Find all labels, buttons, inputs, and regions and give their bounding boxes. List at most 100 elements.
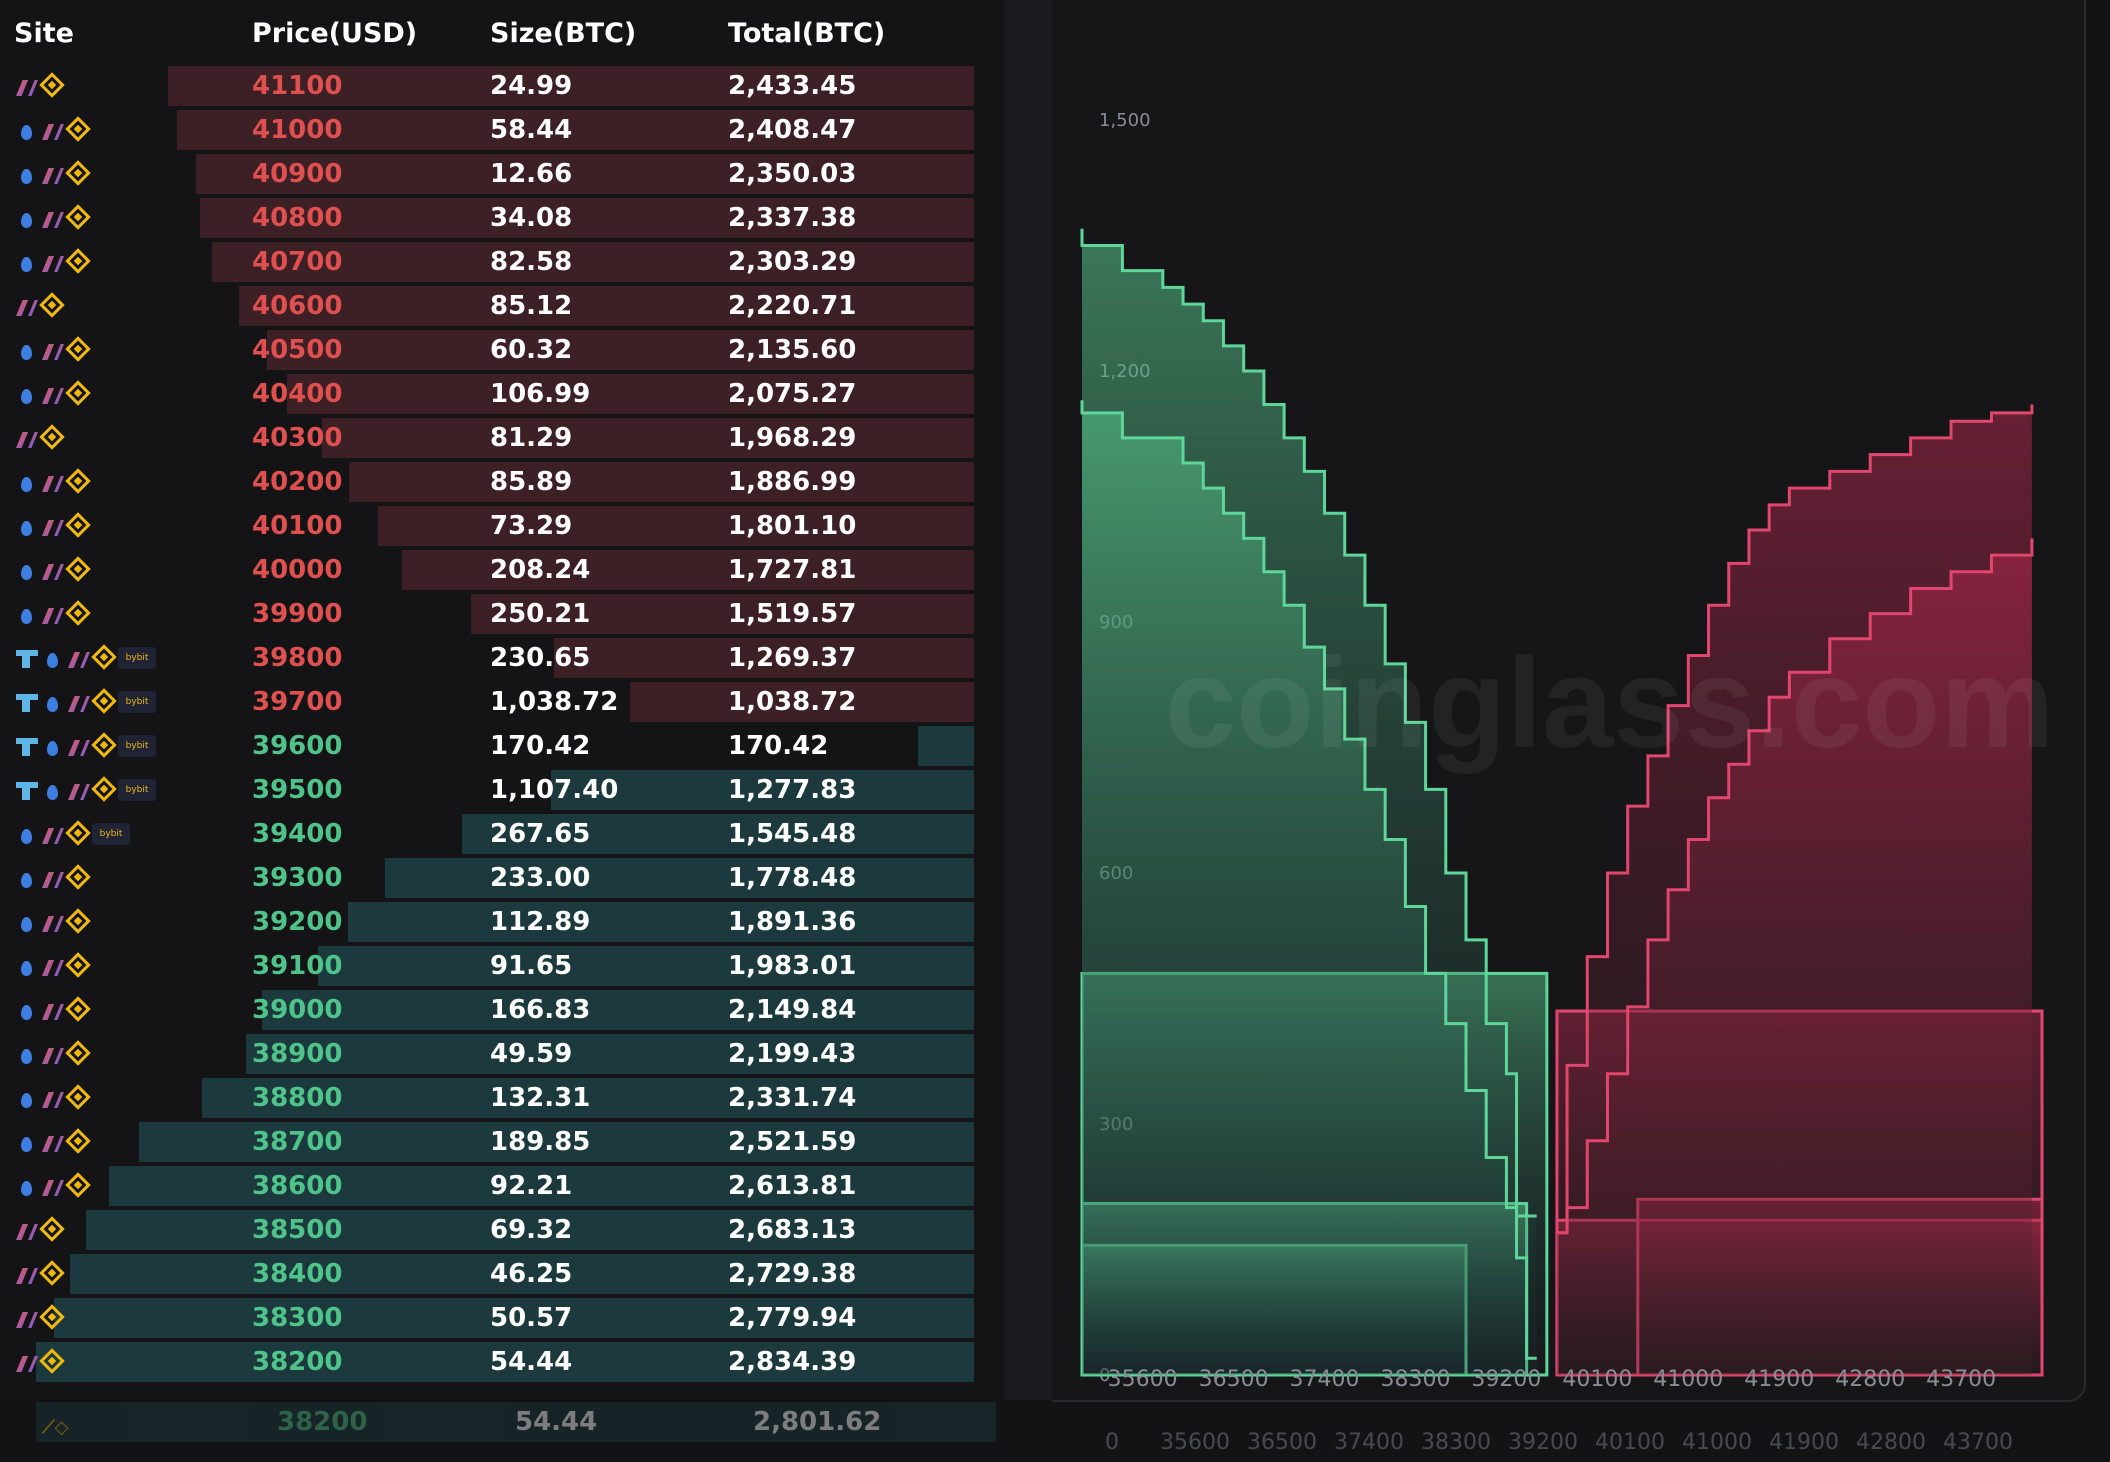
ghost-x-tick: 35600 — [1160, 1430, 1230, 1455]
header-price[interactable]: Price(USD) — [252, 18, 418, 49]
orderbook-row[interactable]: 41000 58.44 2,408.47 — [14, 110, 974, 150]
bid-depth-area — [1082, 400, 1537, 1375]
orderbook-row[interactable]: 38900 49.59 2,199.43 — [14, 1034, 974, 1074]
slash-exchange-icon — [40, 160, 64, 188]
x-tick-label: 43700 — [1926, 1367, 1996, 1392]
depth-chart[interactable]: 03006009001,2001,50035600365003740038300… — [1052, 0, 2084, 1400]
size-cell: 85.12 — [490, 291, 573, 321]
orderbook-row[interactable]: 39200 112.89 1,891.36 — [14, 902, 974, 942]
orderbook-row[interactable]: 40900 12.66 2,350.03 — [14, 154, 974, 194]
orderbook-row[interactable]: 39900 250.21 1,519.57 — [14, 594, 974, 634]
orderbook-row[interactable]: bybit 39500 1,107.40 1,277.83 — [14, 770, 974, 810]
header-site[interactable]: Site — [14, 18, 74, 49]
exchange-icons — [14, 468, 92, 496]
size-cell: 50.57 — [490, 1303, 573, 1333]
orderbook-row[interactable]: 40400 106.99 2,075.27 — [14, 374, 974, 414]
orderbook-row[interactable]: 40600 85.12 2,220.71 — [14, 286, 974, 326]
price-cell: 38600 — [252, 1171, 343, 1201]
total-cell: 1,519.57 — [728, 599, 857, 629]
orderbook-row[interactable]: 40500 60.32 2,135.60 — [14, 330, 974, 370]
slash-exchange-icon — [66, 688, 90, 716]
price-cell: 39300 — [252, 863, 343, 893]
drop-exchange-icon — [14, 1128, 38, 1156]
drop-exchange-icon — [14, 820, 38, 848]
orderbook-row[interactable]: 40700 82.58 2,303.29 — [14, 242, 974, 282]
orderbook-row[interactable]: 41100 24.99 2,433.45 — [14, 66, 974, 106]
slash-exchange-icon — [40, 1084, 64, 1112]
orderbook-row[interactable]: 38200 54.44 2,834.39 — [14, 1342, 974, 1382]
exchange-icons: bybit — [14, 644, 158, 672]
header-total[interactable]: Total(BTC) — [728, 18, 886, 49]
total-cell: 2,199.43 — [728, 1039, 857, 1069]
size-cell: 81.29 — [490, 423, 573, 453]
footer-total: 2,801.62 — [753, 1407, 882, 1437]
orderbook-row[interactable]: 39100 91.65 1,983.01 — [14, 946, 974, 986]
orderbook-row[interactable]: 38400 46.25 2,729.38 — [14, 1254, 974, 1294]
exchange-icons — [14, 1304, 66, 1332]
ask-depth-bar — [196, 154, 974, 194]
bid-depth-bar — [385, 858, 974, 898]
price-cell: 39000 — [252, 995, 343, 1025]
ghost-x-tick: 39200 — [1508, 1430, 1578, 1455]
bid-depth-bar — [918, 726, 974, 766]
orderbook-row[interactable]: bybit 39700 1,038.72 1,038.72 — [14, 682, 974, 722]
orderbook-row[interactable]: 40000 208.24 1,727.81 — [14, 550, 974, 590]
total-cell: 1,545.48 — [728, 819, 857, 849]
exchange-icons — [14, 336, 92, 364]
tf-exchange-icon — [14, 644, 38, 672]
orderbook-row[interactable]: 40300 81.29 1,968.29 — [14, 418, 974, 458]
footer-depth-bar — [36, 1402, 996, 1442]
size-cell: 250.21 — [490, 599, 591, 629]
drop-exchange-icon — [14, 336, 38, 364]
total-cell: 2,408.47 — [728, 115, 857, 145]
exchange-icons — [14, 864, 92, 892]
orderbook-row[interactable]: 38700 189.85 2,521.59 — [14, 1122, 974, 1162]
order-book-footer-row: ⟋◇ 38200 54.44 2,801.62 — [0, 1402, 1000, 1442]
price-cell: 41100 — [252, 71, 343, 101]
size-cell: 170.42 — [490, 731, 591, 761]
drop-exchange-icon — [14, 908, 38, 936]
exchange-icons — [14, 1040, 92, 1068]
drop-exchange-icon — [40, 644, 64, 672]
orderbook-row[interactable]: 38500 69.32 2,683.13 — [14, 1210, 974, 1250]
orderbook-row[interactable]: 39000 166.83 2,149.84 — [14, 990, 974, 1030]
orderbook-row[interactable]: 39300 233.00 1,778.48 — [14, 858, 974, 898]
ghost-x-tick: 42800 — [1856, 1430, 1926, 1455]
orderbook-row[interactable]: 40200 85.89 1,886.99 — [14, 462, 974, 502]
ask-depth-bar — [267, 330, 974, 370]
price-cell: 38300 — [252, 1303, 343, 1333]
total-cell: 2,220.71 — [728, 291, 857, 321]
bnb-exchange-icon — [66, 512, 90, 540]
exchange-icons — [14, 204, 92, 232]
orderbook-row[interactable]: bybit 39600 170.42 170.42 — [14, 726, 974, 766]
x-tick-label: 36500 — [1199, 1367, 1269, 1392]
size-cell: 267.65 — [490, 819, 591, 849]
header-size[interactable]: Size(BTC) — [490, 18, 637, 49]
slash-exchange-icon — [40, 600, 64, 628]
orderbook-row[interactable]: 40100 73.29 1,801.10 — [14, 506, 974, 546]
slash-exchange-icon — [40, 204, 64, 232]
size-cell: 58.44 — [490, 115, 573, 145]
total-cell: 1,968.29 — [728, 423, 857, 453]
price-cell: 39400 — [252, 819, 343, 849]
orderbook-row[interactable]: bybit 39400 267.65 1,545.48 — [14, 814, 974, 854]
slash-exchange-icon — [40, 380, 64, 408]
orderbook-row[interactable]: 38300 50.57 2,779.94 — [14, 1298, 974, 1338]
slash-exchange-icon — [66, 732, 90, 760]
slash-exchange-icon — [40, 996, 64, 1024]
size-cell: 49.59 — [490, 1039, 573, 1069]
bnb-exchange-icon — [66, 248, 90, 276]
slash-exchange-icon — [40, 952, 64, 980]
total-cell: 1,983.01 — [728, 951, 857, 981]
orderbook-row[interactable]: 38600 92.21 2,613.81 — [14, 1166, 974, 1206]
panel-divider — [1004, 0, 1052, 1400]
orderbook-row[interactable]: bybit 39800 230.65 1,269.37 — [14, 638, 974, 678]
slash-exchange-icon — [14, 1216, 38, 1244]
total-cell: 1,269.37 — [728, 643, 857, 673]
orderbook-row[interactable]: 38800 132.31 2,331.74 — [14, 1078, 974, 1118]
drop-exchange-icon — [40, 688, 64, 716]
total-cell: 2,331.74 — [728, 1083, 857, 1113]
drop-exchange-icon — [40, 776, 64, 804]
ask-depth-bar — [200, 198, 974, 238]
orderbook-row[interactable]: 40800 34.08 2,337.38 — [14, 198, 974, 238]
